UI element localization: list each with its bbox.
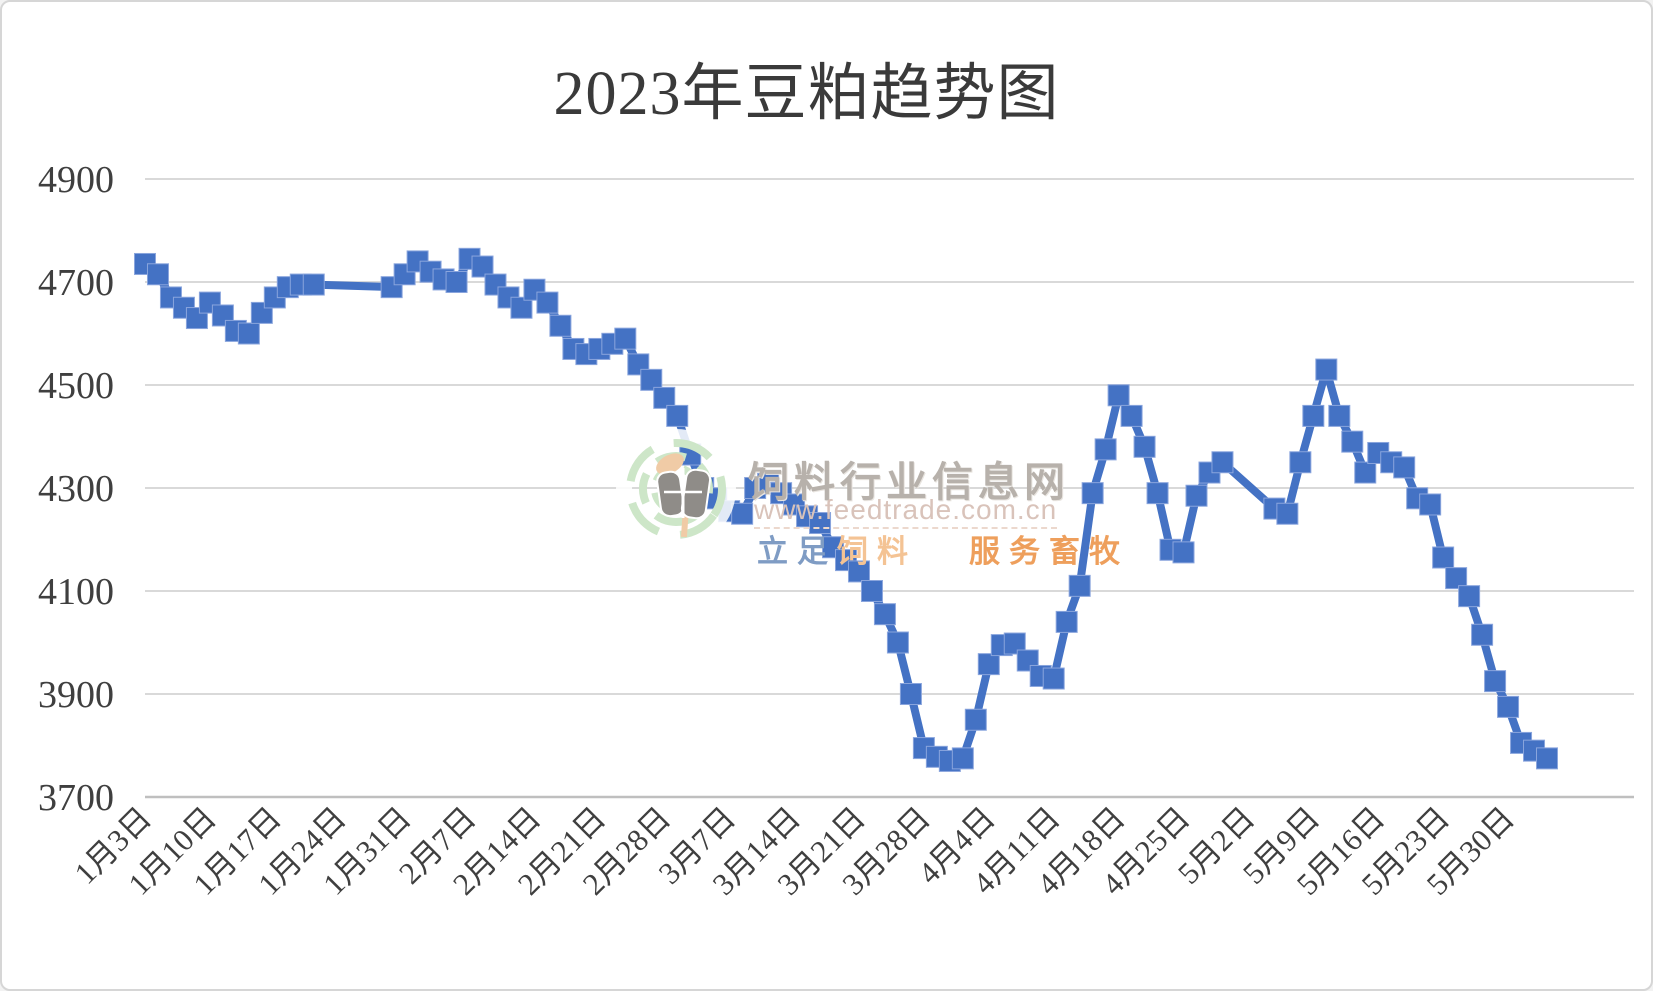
data-point-marker — [1107, 384, 1130, 407]
data-point-marker — [1536, 747, 1558, 770]
data-point-marker — [1276, 502, 1299, 525]
data-point-marker — [1341, 430, 1364, 453]
data-point-marker — [1302, 404, 1325, 427]
data-point-marker — [666, 404, 689, 427]
data-point-marker — [1185, 484, 1208, 507]
data-point-marker — [964, 708, 987, 731]
data-point-marker — [1146, 482, 1169, 505]
y-tick-label: 4700 — [38, 262, 114, 304]
data-point-marker — [1497, 695, 1520, 718]
data-point-marker — [1484, 670, 1507, 693]
data-point-marker — [977, 653, 1000, 676]
data-point-marker — [302, 273, 325, 296]
data-point-marker — [1315, 358, 1338, 381]
data-point-marker — [1211, 451, 1234, 474]
data-point-marker — [1354, 461, 1377, 484]
data-point-marker — [1094, 438, 1117, 461]
data-point-marker — [237, 322, 260, 345]
data-point-marker — [471, 255, 494, 278]
data-point-marker — [1471, 623, 1494, 646]
data-point-marker — [510, 296, 533, 319]
chart-title: 2023年豆粕趋势图 — [553, 60, 1060, 128]
y-tick-label: 4300 — [38, 468, 114, 510]
data-point-marker — [731, 502, 754, 525]
watermark-logo-icon — [616, 429, 736, 549]
data-point-marker — [1432, 546, 1455, 569]
data-point-marker — [1081, 482, 1104, 505]
data-point-marker — [445, 271, 468, 293]
data-point-marker — [536, 291, 559, 314]
series-line — [141, 254, 1551, 765]
y-tick-label: 3900 — [38, 674, 114, 716]
data-point-marker — [847, 560, 870, 583]
data-point-marker — [1003, 632, 1026, 655]
data-point-marker — [951, 747, 974, 770]
data-point-marker — [1445, 567, 1468, 590]
data-point-marker — [873, 603, 896, 626]
y-tick-label: 3700 — [38, 777, 114, 819]
y-tick-label: 4500 — [38, 365, 114, 407]
series-markers — [134, 247, 1558, 772]
x-axis-labels: 1月3日1月10日1月17日1月24日1月31日2月7日2月14日2月21日2月… — [67, 800, 1521, 901]
data-point-marker — [614, 327, 637, 350]
data-point-marker — [1068, 574, 1091, 597]
data-point-marker — [653, 386, 676, 409]
data-point-marker — [1120, 404, 1143, 427]
data-point-marker — [1289, 451, 1312, 474]
data-point-marker — [1393, 456, 1416, 479]
data-point-marker — [1458, 585, 1481, 608]
data-point-marker — [640, 368, 663, 391]
y-axis-labels: 4900 4700 4500 4300 4100 3900 3700 — [38, 159, 114, 819]
data-point-marker — [886, 631, 909, 654]
data-point-marker — [146, 263, 169, 286]
data-point-marker — [549, 314, 572, 337]
data-point-marker — [860, 580, 883, 602]
data-point-marker — [1055, 610, 1078, 633]
y-tick-label: 4900 — [38, 159, 114, 201]
data-point-marker — [1328, 404, 1351, 427]
data-point-marker — [1042, 667, 1065, 690]
data-point-marker — [1172, 541, 1195, 564]
data-point-marker — [809, 512, 832, 535]
data-point-marker — [899, 683, 922, 705]
data-point-marker — [1419, 493, 1442, 516]
data-point-marker — [1133, 435, 1156, 458]
y-tick-label: 4100 — [38, 571, 114, 613]
